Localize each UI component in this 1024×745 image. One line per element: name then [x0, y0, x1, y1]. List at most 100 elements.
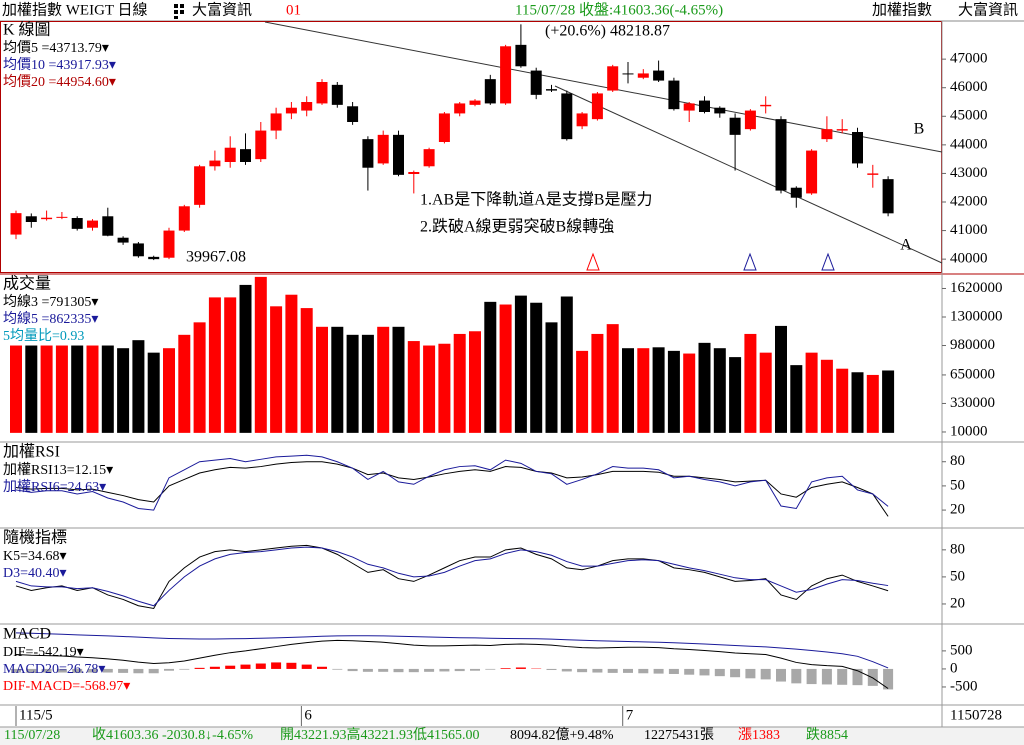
- candle-body: [668, 80, 680, 110]
- annotation: 1.AB是下降軌道A是支撐B是壓力: [420, 191, 652, 209]
- macd-bar: [102, 668, 113, 673]
- y-tick-label: 50: [950, 568, 965, 584]
- volume-bar: [361, 334, 374, 433]
- volume-bar: [392, 326, 405, 433]
- macd-bar: [653, 668, 664, 674]
- legend-entry: 均價5 =43713.79▾: [3, 39, 109, 56]
- candle-body: [377, 134, 389, 164]
- volume-bar: [40, 345, 53, 433]
- macd-bar: [776, 668, 786, 682]
- macd-bar: [393, 668, 404, 673]
- volume-bar: [683, 353, 696, 433]
- header-right-brand: 大富資訊: [958, 0, 1018, 18]
- macd-bar: [515, 667, 526, 669]
- macd-bar: [118, 668, 129, 673]
- macd-bar: [271, 662, 282, 669]
- legend-entry: DIF-MACD=-568.97▾: [3, 679, 130, 694]
- volume-bar: [285, 294, 298, 433]
- volume-bar: [882, 370, 895, 433]
- y-tick-label: 10000: [950, 423, 988, 439]
- header-code: 01: [286, 2, 301, 18]
- volume-bar: [346, 334, 359, 433]
- panel-title: K 線圖: [3, 21, 51, 39]
- volume-bar: [560, 296, 573, 433]
- y-tick-label: 20: [950, 595, 965, 611]
- volume-bar: [117, 348, 130, 433]
- candle-body: [637, 73, 649, 78]
- status-volume: 12275431張: [644, 728, 714, 743]
- candle-body: [148, 256, 160, 260]
- volume-bar: [622, 348, 634, 433]
- volume-bar: [438, 343, 451, 433]
- y-tick-label: 50: [950, 477, 965, 493]
- macd-bar: [41, 668, 52, 673]
- macd-bar: [209, 666, 220, 669]
- signal-triangle: [743, 252, 757, 271]
- volume-bar: [698, 342, 711, 433]
- macd-bar: [837, 668, 848, 685]
- macd-bar: [286, 662, 297, 669]
- candle-body: [438, 113, 450, 142]
- macd-bar: [791, 668, 802, 684]
- macd-bar: [424, 668, 435, 672]
- volume-bar: [606, 324, 619, 433]
- macd-bar: [164, 668, 174, 671]
- candle-body: [484, 79, 496, 104]
- volume-bar: [729, 357, 742, 433]
- legend-entry: 均價20 =44954.60▾: [3, 73, 116, 90]
- macd-bar: [87, 668, 98, 673]
- candle-body: [224, 147, 236, 162]
- y-tick-label: 43000: [950, 165, 988, 181]
- candle-body: [775, 119, 787, 191]
- status-bar: [0, 727, 1024, 745]
- candle-body: [576, 113, 588, 127]
- macd-bar: [485, 668, 496, 670]
- volume-bar: [790, 365, 803, 433]
- candle-body: [500, 46, 512, 104]
- candle-body: [683, 103, 695, 111]
- volume-bar: [805, 352, 818, 433]
- panel-title: 成交量: [3, 275, 51, 293]
- y-tick-label: 980000: [950, 337, 995, 353]
- candle-body: [316, 82, 328, 104]
- signal-triangle: [586, 252, 600, 271]
- y-tick-label: -500: [950, 678, 978, 694]
- macd-bar: [148, 668, 159, 674]
- candle-body: [178, 206, 190, 231]
- indicator-line: [15, 544, 889, 610]
- status-date: 115/07/28: [4, 728, 60, 743]
- volume-bar: [254, 276, 267, 433]
- indicator-line: [15, 639, 889, 689]
- macd-bar: [362, 668, 373, 672]
- macd-bar: [194, 667, 205, 669]
- indicator-line: [15, 546, 889, 607]
- macd-bar: [332, 668, 343, 670]
- macd-bar: [470, 668, 480, 671]
- macd-bar: [26, 668, 37, 673]
- status-up: 漲1383: [738, 727, 780, 743]
- volume-bar: [55, 345, 68, 433]
- x-tick-label: 6: [304, 707, 312, 723]
- volume-bar: [744, 333, 757, 433]
- candle-body: [515, 44, 527, 67]
- y-tick-label: 0: [950, 660, 958, 676]
- volume-bar: [591, 333, 604, 433]
- volume-bar: [866, 374, 879, 433]
- macd-bar: [668, 668, 679, 674]
- volume-bar: [576, 350, 589, 433]
- macd-bar: [255, 663, 266, 669]
- x-tick-label: 7: [626, 707, 634, 723]
- macd-bar: [378, 668, 389, 672]
- volume-bar: [667, 350, 680, 433]
- volume-bar: [10, 345, 22, 433]
- volume-bar: [407, 341, 420, 433]
- indicator-line: [15, 632, 889, 669]
- macd-bar: [699, 668, 710, 676]
- volume-bar: [637, 348, 650, 433]
- macd-bar: [714, 668, 725, 677]
- candle-body: [347, 106, 359, 122]
- macd-bar: [638, 668, 649, 674]
- legend-entry: 均價10 =43917.93▾: [3, 56, 116, 73]
- volume-bar: [469, 331, 481, 433]
